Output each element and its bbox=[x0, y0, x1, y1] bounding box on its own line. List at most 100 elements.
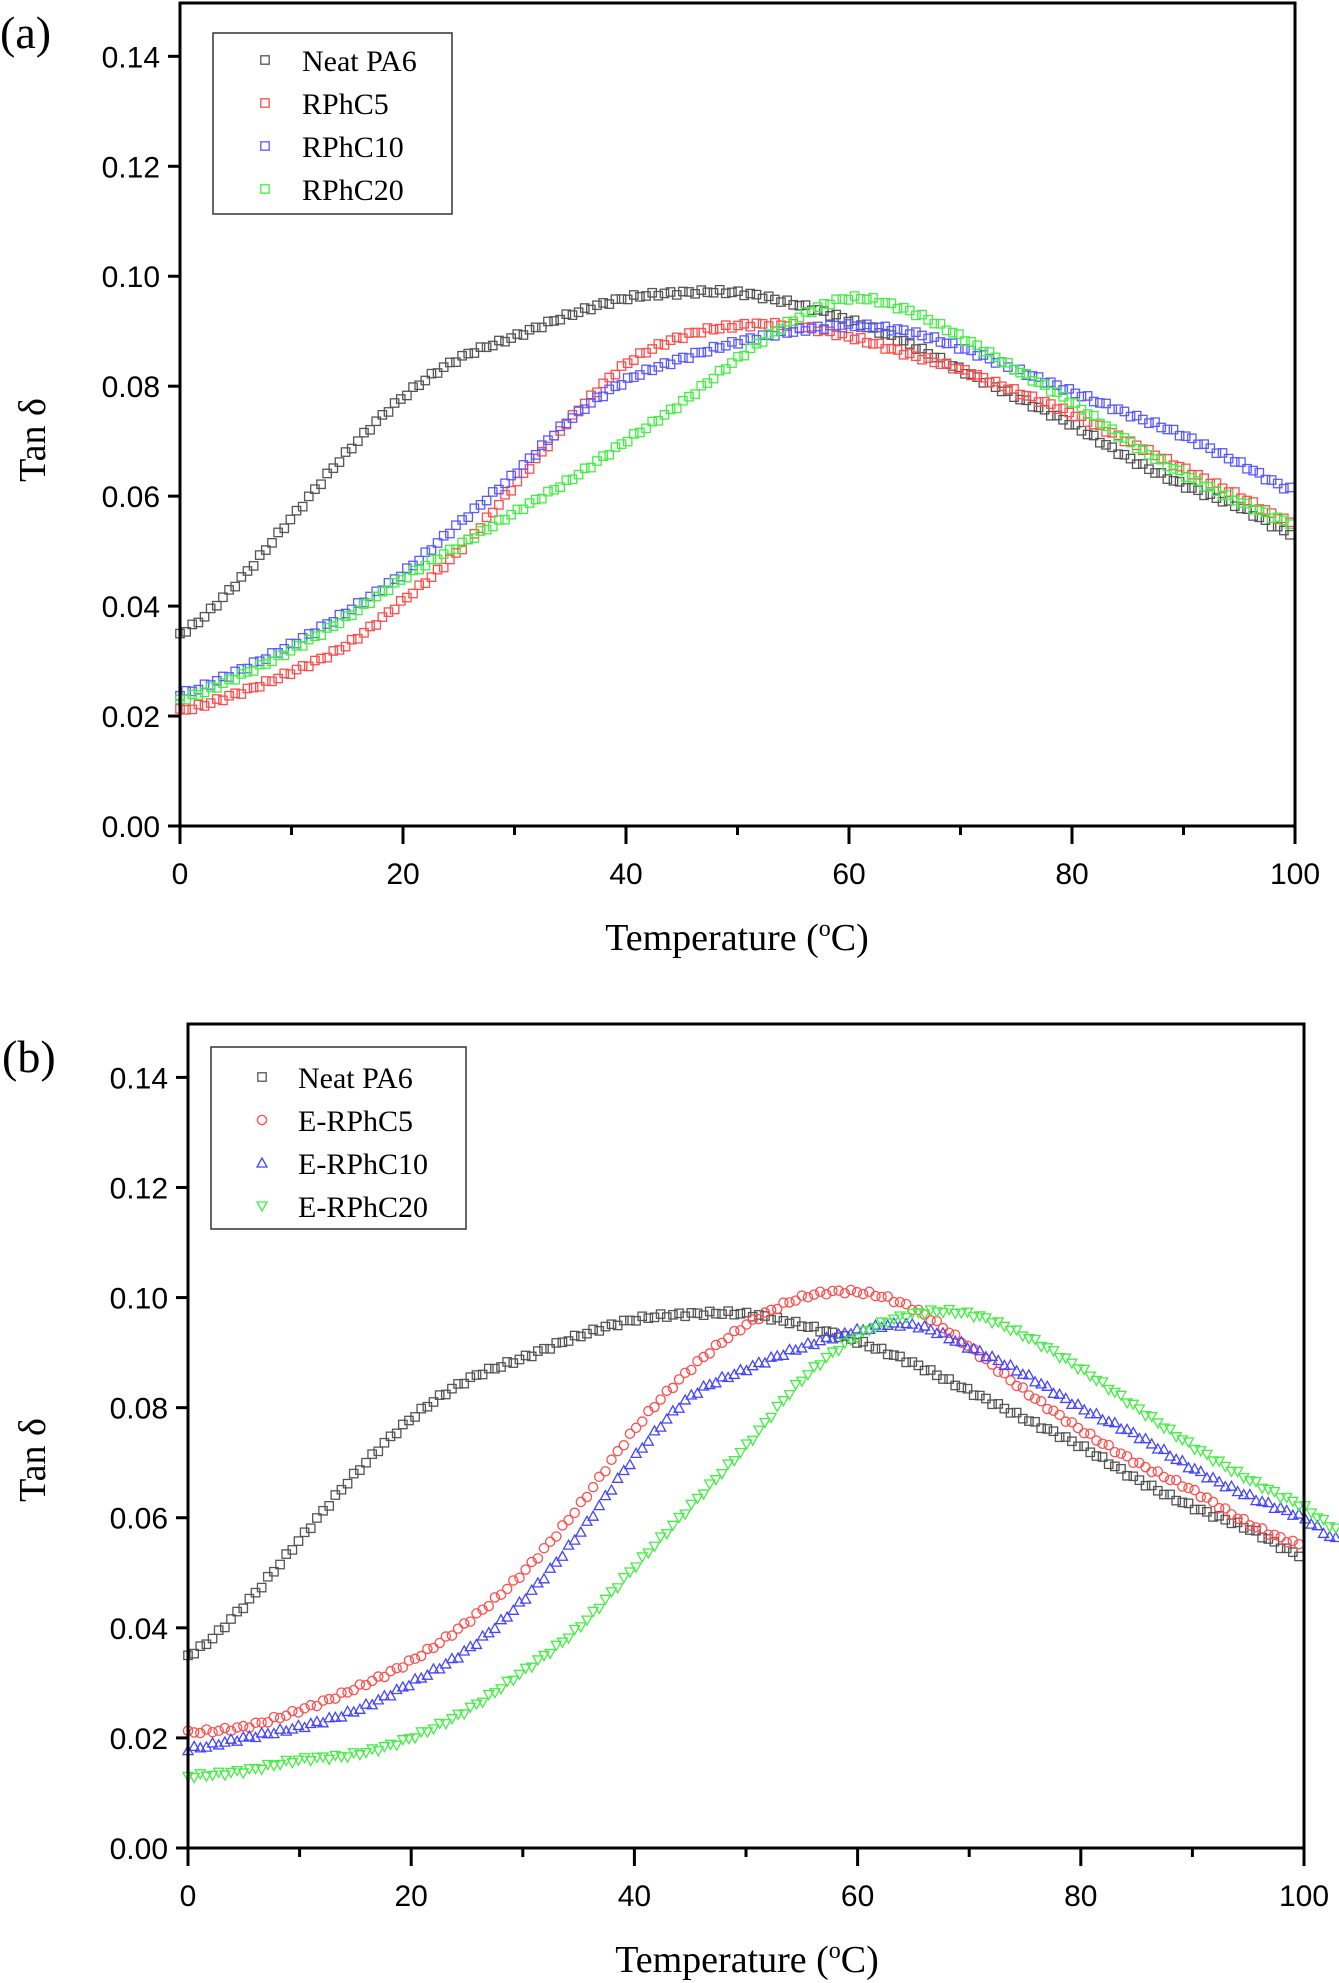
data-point bbox=[698, 1351, 709, 1363]
data-point bbox=[536, 446, 547, 457]
data-point bbox=[188, 1740, 201, 1752]
data-point bbox=[384, 1689, 397, 1701]
data-point bbox=[1168, 464, 1179, 474]
data-point bbox=[1217, 490, 1228, 501]
data-point bbox=[863, 1325, 876, 1337]
data-point bbox=[476, 1697, 489, 1709]
x-tick-label: 20 bbox=[386, 858, 419, 891]
data-point bbox=[525, 1583, 538, 1595]
data-point bbox=[704, 1306, 715, 1317]
data-point bbox=[446, 1630, 458, 1641]
y-tick-label: 0.04 bbox=[110, 1613, 168, 1646]
data-point bbox=[519, 1592, 532, 1604]
data-point bbox=[1213, 1475, 1226, 1487]
data-point bbox=[735, 1308, 746, 1319]
data-point bbox=[533, 1346, 543, 1356]
data-point bbox=[1272, 478, 1283, 489]
data-point bbox=[671, 332, 682, 343]
x-tick-label: 100 bbox=[1270, 858, 1320, 891]
data-point bbox=[610, 442, 621, 453]
data-point bbox=[261, 545, 271, 555]
data-point bbox=[573, 469, 584, 480]
data-point bbox=[838, 1326, 851, 1338]
data-point bbox=[1082, 391, 1093, 401]
data-point bbox=[1041, 1379, 1054, 1391]
data-point bbox=[353, 1702, 366, 1714]
data-point bbox=[1182, 1461, 1195, 1473]
data-point bbox=[1010, 1364, 1023, 1376]
data-point bbox=[255, 1764, 268, 1776]
data-point bbox=[708, 287, 719, 298]
data-point bbox=[1242, 463, 1252, 474]
data-point bbox=[355, 1465, 365, 1475]
data-point bbox=[487, 340, 498, 351]
data-point bbox=[1027, 375, 1038, 386]
data-point bbox=[628, 429, 639, 439]
data-point bbox=[410, 1412, 420, 1422]
data-point bbox=[346, 443, 357, 454]
data-point bbox=[714, 343, 725, 353]
data-point bbox=[628, 355, 639, 365]
data-point bbox=[794, 323, 805, 334]
legend-item: RPhC5 bbox=[260, 88, 389, 121]
y-tick-label: 0.00 bbox=[102, 811, 160, 844]
data-point bbox=[751, 318, 762, 329]
data-point bbox=[420, 375, 431, 386]
data-point bbox=[741, 1319, 752, 1330]
data-point bbox=[917, 309, 927, 320]
data-point bbox=[1187, 483, 1197, 493]
data-point bbox=[279, 668, 290, 679]
data-point bbox=[420, 547, 431, 558]
data-point bbox=[661, 1385, 673, 1397]
data-point bbox=[1071, 1364, 1085, 1376]
data-point bbox=[254, 550, 265, 560]
data-point bbox=[929, 357, 940, 368]
data-point bbox=[243, 1729, 256, 1741]
data-point bbox=[549, 316, 559, 326]
data-point bbox=[861, 294, 872, 305]
data-point bbox=[892, 345, 903, 355]
data-point bbox=[592, 392, 602, 403]
data-point bbox=[610, 369, 621, 380]
data-point bbox=[599, 1489, 612, 1501]
data-point bbox=[303, 491, 314, 502]
data-point bbox=[426, 368, 437, 379]
data-point bbox=[1133, 1404, 1146, 1416]
legend-label: RPhC5 bbox=[302, 88, 389, 121]
data-point bbox=[269, 1566, 279, 1577]
data-point bbox=[598, 451, 608, 461]
data-point bbox=[857, 1326, 870, 1338]
data-point bbox=[1248, 511, 1259, 521]
data-point bbox=[1229, 495, 1240, 506]
data-point bbox=[1165, 1489, 1175, 1500]
data-point bbox=[408, 382, 418, 393]
data-point bbox=[776, 297, 786, 307]
data-point bbox=[242, 663, 253, 674]
data-point bbox=[812, 326, 823, 337]
data-point bbox=[352, 436, 363, 447]
data-point bbox=[1183, 1498, 1194, 1509]
data-point bbox=[622, 436, 633, 447]
data-point bbox=[1125, 437, 1136, 448]
data-point bbox=[1015, 367, 1026, 378]
data-point bbox=[371, 586, 382, 597]
data-point bbox=[287, 1705, 298, 1717]
data-point bbox=[953, 329, 964, 340]
data-point bbox=[469, 533, 480, 543]
data-point bbox=[1095, 398, 1105, 408]
data-point bbox=[880, 297, 891, 308]
data-point bbox=[616, 294, 627, 304]
data-point bbox=[312, 1513, 322, 1523]
data-point bbox=[305, 1523, 316, 1534]
data-point bbox=[647, 365, 658, 376]
data-point bbox=[1245, 1525, 1255, 1535]
data-point bbox=[452, 1623, 464, 1634]
data-point bbox=[1017, 1382, 1029, 1393]
data-point bbox=[354, 1679, 366, 1690]
data-point bbox=[985, 1318, 999, 1330]
data-point bbox=[766, 1314, 776, 1325]
data-point bbox=[660, 1529, 673, 1541]
data-point bbox=[647, 287, 658, 298]
data-point bbox=[796, 1321, 807, 1332]
